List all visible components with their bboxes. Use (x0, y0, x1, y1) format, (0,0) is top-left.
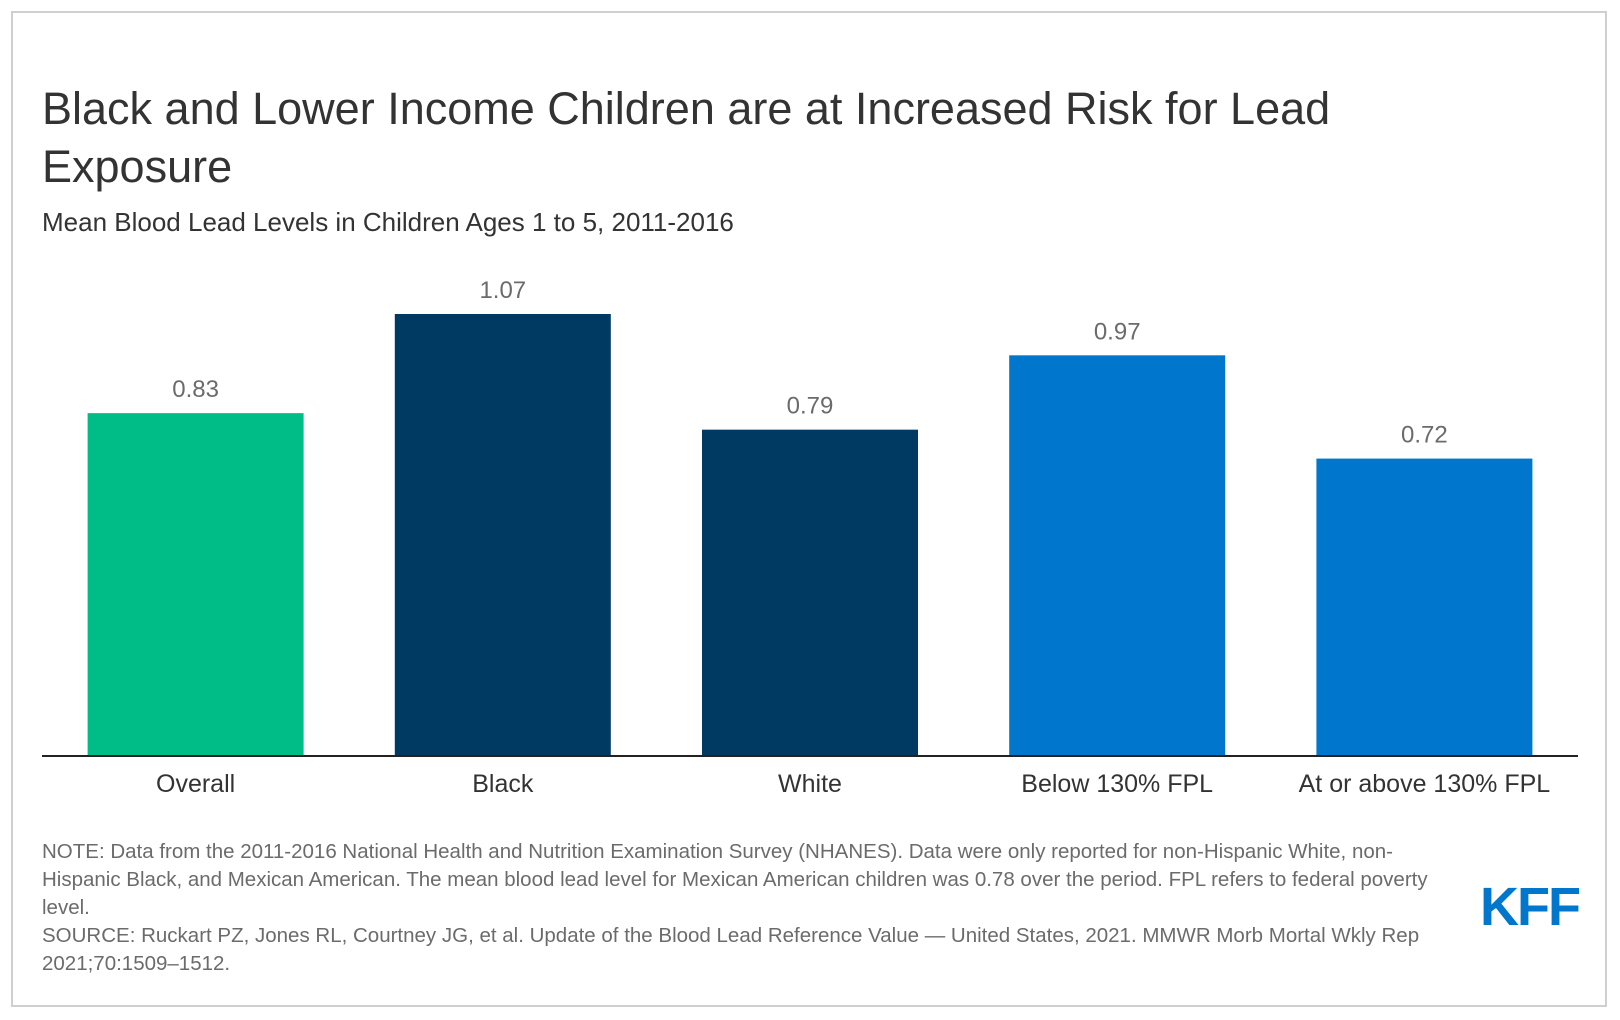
bar-at-or-above-130-fpl (1316, 458, 1533, 756)
bar-black (394, 314, 611, 756)
bar-white (702, 429, 918, 756)
bar-below-130-fpl (1009, 355, 1226, 756)
data-label: 0.83 (172, 376, 219, 403)
data-label: 0.97 (1094, 318, 1141, 345)
data-label: 1.07 (479, 277, 526, 304)
chart-title: Black and Lower Income Children are at I… (42, 83, 1331, 192)
chart-subtitle: Mean Blood Lead Levels in Children Ages … (42, 207, 734, 237)
data-label: 0.79 (787, 393, 834, 420)
x-tick-label: Below 130% FPL (1021, 770, 1213, 798)
x-tick-label: White (778, 770, 842, 798)
source-text: SOURCE: Ruckart PZ, Jones RL, Courtney J… (42, 924, 1420, 975)
x-tick-label: At or above 130% FPL (1299, 770, 1551, 798)
footnotes: NOTE: Data from the 2011-2016 National H… (42, 838, 1442, 978)
chart-frame (11, 11, 1607, 1007)
bar-chart: 0.83 Overall 1.07 Black 0.79 White 0.97 Below 1… (42, 277, 1578, 798)
x-tick-label: Overall (156, 770, 235, 798)
note-text: NOTE: Data from the 2011-2016 National H… (42, 840, 1428, 919)
kff-logo: KFF (1480, 877, 1581, 937)
data-label: 0.72 (1401, 422, 1448, 449)
x-tick-label: Black (472, 770, 534, 798)
bar-overall (87, 413, 304, 756)
